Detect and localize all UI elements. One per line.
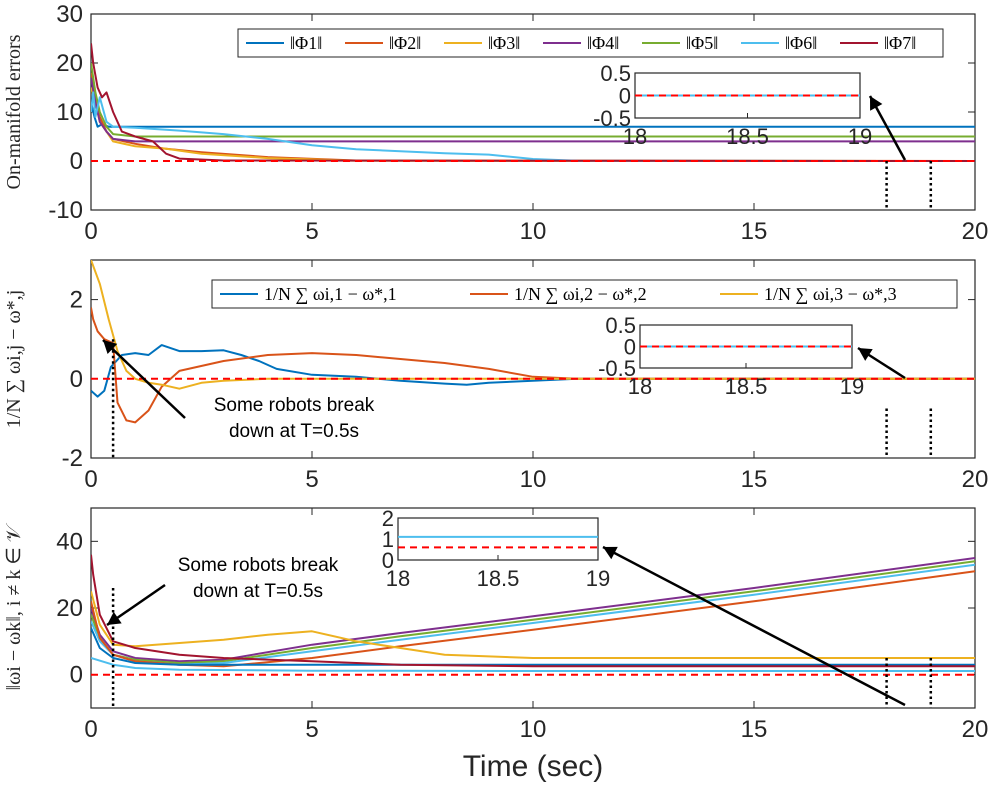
- inset-y-tick-label: 2: [382, 506, 394, 531]
- series-group: [91, 554, 975, 676]
- x-axis-label: Time (sec): [463, 750, 604, 783]
- y-tick-label: -10: [48, 197, 83, 224]
- annotation-arrow-head: [107, 611, 122, 625]
- inset-arrow-head: [603, 546, 618, 560]
- inset-y-tick-label: 0: [382, 548, 394, 573]
- series-line: [91, 554, 975, 668]
- x-tick-label: 15: [741, 218, 768, 245]
- annotation-text: Some robots break: [214, 395, 375, 416]
- x-tick-label: 0: [84, 466, 97, 493]
- legend-entry: 1/N ∑ ωi,3 − ω*,3: [764, 284, 897, 304]
- inset-x-tick-label: 18.5: [725, 374, 768, 399]
- x-tick-label: 20: [962, 218, 989, 245]
- legend-box: [211, 279, 958, 309]
- y-tick-label: 0: [70, 148, 83, 175]
- legend-entry: ‖Φ4‖: [587, 33, 619, 53]
- x-tick-label: 15: [741, 716, 768, 743]
- y-axis-label: On-manifold errors: [3, 34, 25, 189]
- x-tick-label: 20: [962, 716, 989, 743]
- inset-box: [397, 517, 599, 561]
- x-tick-label: 10: [520, 466, 547, 493]
- legend-entry: ‖Φ3‖: [488, 33, 520, 53]
- x-tick-label: 20: [962, 466, 989, 493]
- legend-entry: ‖Φ2‖: [389, 33, 421, 53]
- x-tick-label: 10: [520, 218, 547, 245]
- inset-y-tick-label: 0: [624, 335, 636, 360]
- legend-entry: 1/N ∑ ωi,2 − ω*,2: [514, 284, 647, 304]
- series-line: [91, 344, 975, 398]
- inset-x-tick-label: 18: [623, 124, 647, 149]
- y-axis-label: 1/N ∑ ωi,j − ω*,j: [3, 290, 25, 429]
- y-tick-label: 30: [56, 1, 83, 28]
- x-tick-label: 10: [520, 716, 547, 743]
- inset-arrow-shaft: [602, 545, 906, 707]
- legend-entry: ‖Φ1‖: [290, 33, 322, 53]
- inset: 18 18.5 19 -0.500.5: [593, 61, 907, 161]
- y-tick-label: 40: [56, 528, 83, 555]
- legend-entry: ‖Φ6‖: [785, 33, 817, 53]
- annotation-text: Some robots break: [178, 555, 339, 576]
- inset-x-tick-label: 18.5: [477, 566, 520, 591]
- series-line: [91, 570, 975, 668]
- y-tick-label: 0: [70, 662, 83, 689]
- series-line: [91, 77, 975, 143]
- x-tick-label: 0: [84, 218, 97, 245]
- annotation: Some robots break down at T=0.5s: [102, 339, 375, 442]
- series-line: [91, 657, 975, 672]
- annotation-arrow-head: [103, 340, 118, 355]
- x-tick-label: 5: [305, 218, 318, 245]
- legend: ‖Φ1‖ ‖Φ2‖ ‖Φ3‖ ‖Φ4‖ ‖Φ5‖ ‖Φ6‖ ‖Φ7‖: [237, 28, 944, 58]
- series-line: [91, 91, 975, 162]
- legend-entry: ‖Φ5‖: [686, 33, 718, 53]
- inset-y-tick-label: 0.5: [600, 61, 631, 86]
- inset-arrow-head: [858, 348, 873, 361]
- inset: 18 18.5 19 012: [382, 506, 906, 707]
- legend: 1/N ∑ ωi,1 − ω*,1 1/N ∑ ωi,2 − ω*,2 1/N ∑ …: [211, 279, 958, 309]
- inset-x-tick-label: 19: [840, 374, 864, 399]
- inset-y-tick-label: 1: [382, 527, 394, 552]
- x-tick-label: 15: [741, 466, 768, 493]
- inset-x-tick-label: 18.5: [726, 124, 769, 149]
- annotation: Some robots break down at T=0.5s: [106, 555, 339, 627]
- y-tick-label: 2: [70, 287, 83, 314]
- y-tick-label: 0: [70, 366, 83, 393]
- annotation-arrow-shaft: [102, 339, 186, 419]
- annotation-text: down at T=0.5s: [229, 421, 359, 442]
- x-tick-label: 5: [305, 716, 318, 743]
- y-tick-label: -2: [62, 445, 83, 472]
- y-tick-label: 20: [56, 50, 83, 77]
- y-tick-label: 20: [56, 595, 83, 622]
- y-axis-label: ‖ωi − ωk‖, i ≠ k ∈ 𝒱: [3, 522, 25, 690]
- inset-arrow-head: [870, 96, 883, 111]
- series-group: [91, 43, 975, 162]
- inset-x-tick-label: 18: [386, 566, 410, 591]
- series-line: [91, 557, 975, 663]
- inset-y-tick-label: 0: [619, 84, 631, 109]
- x-tick-label: 0: [84, 716, 97, 743]
- inset-x-tick-label: 18: [628, 374, 652, 399]
- inset: 18 18.5 19 -0.500.5: [598, 313, 906, 399]
- inset-y-tick-label: 0.5: [605, 313, 636, 338]
- series-line: [91, 307, 975, 424]
- annotation-text: down at T=0.5s: [193, 581, 323, 602]
- x-tick-label: 5: [305, 466, 318, 493]
- legend-entry: ‖Φ7‖: [884, 33, 916, 53]
- y-tick-label: 10: [56, 99, 83, 126]
- legend-entry: 1/N ∑ ωi,1 − ω*,1: [264, 284, 397, 304]
- inset-y-tick-label: -0.5: [598, 356, 636, 381]
- inset-x-tick-label: 19: [848, 124, 872, 149]
- series-line: [91, 43, 975, 162]
- inset-y-tick-label: -0.5: [593, 106, 631, 131]
- inset-x-tick-label: 19: [586, 566, 610, 591]
